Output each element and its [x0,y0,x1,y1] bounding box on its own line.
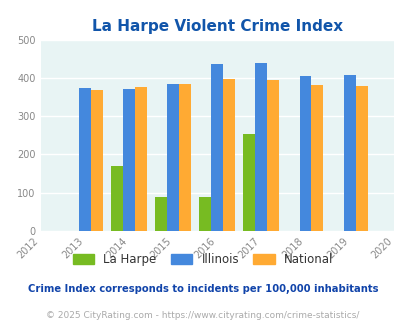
Bar [211,64,223,231]
Bar [199,197,211,231]
Bar [355,86,367,231]
Bar [299,76,311,231]
Text: Crime Index corresponds to incidents per 100,000 inhabitants: Crime Index corresponds to incidents per… [28,284,377,294]
Bar [167,84,179,231]
Bar [111,166,123,231]
Text: © 2025 CityRating.com - https://www.cityrating.com/crime-statistics/: © 2025 CityRating.com - https://www.city… [46,312,359,320]
Bar [311,85,323,231]
Bar [155,197,167,231]
Bar [79,88,90,231]
Bar [343,75,355,231]
Bar [266,80,279,231]
Bar [223,79,234,231]
Bar [179,84,190,231]
Bar [255,63,266,231]
Bar [123,89,134,231]
Legend: La Harpe, Illinois, National: La Harpe, Illinois, National [68,248,337,271]
Title: La Harpe Violent Crime Index: La Harpe Violent Crime Index [92,19,342,34]
Bar [243,134,255,231]
Bar [134,87,147,231]
Bar [90,90,102,231]
